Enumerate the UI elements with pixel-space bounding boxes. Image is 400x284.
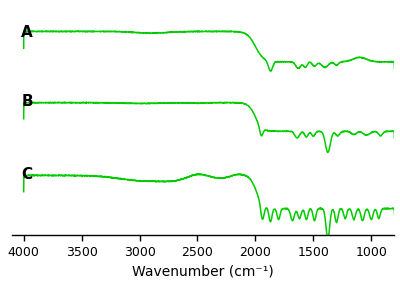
Text: C: C: [21, 167, 32, 182]
X-axis label: Wavenumber (cm⁻¹): Wavenumber (cm⁻¹): [132, 264, 274, 278]
Text: B: B: [21, 94, 33, 109]
Text: A: A: [21, 25, 33, 40]
